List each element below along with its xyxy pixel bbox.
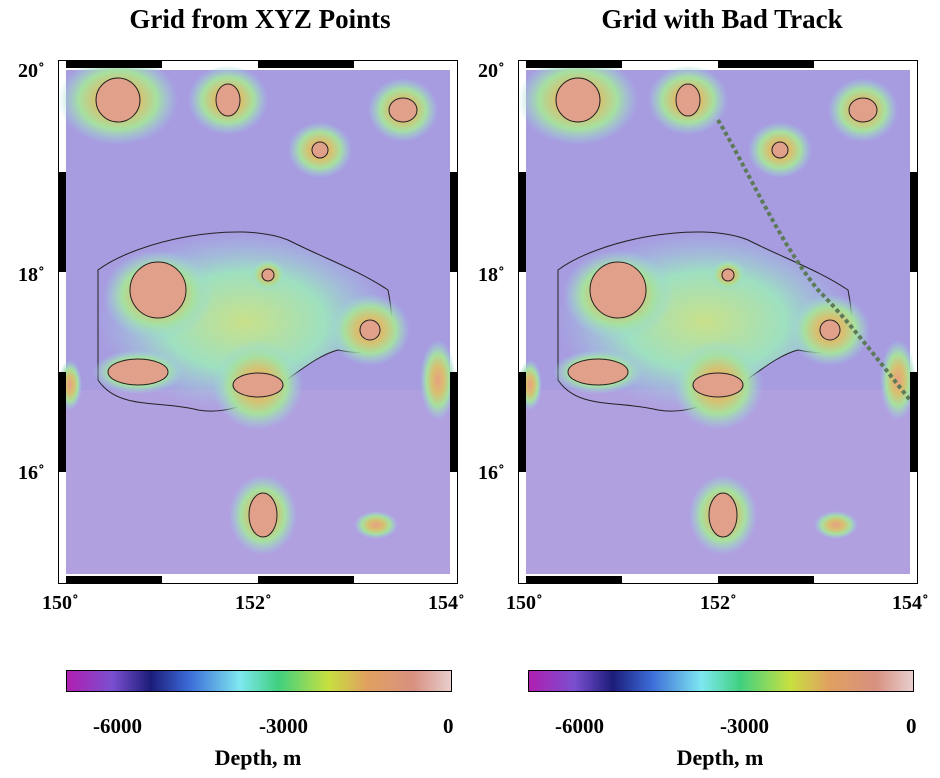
colorbar-tick-left-2: 0 xyxy=(443,714,454,738)
colorbar-right xyxy=(527,669,915,693)
lon-label-152-right: 152˚ xyxy=(700,592,737,614)
lat-label-16-left: 16˚ xyxy=(18,462,45,484)
panel-title-left: Grid from XYZ Points xyxy=(129,4,391,34)
colorbar-left xyxy=(65,669,453,693)
lon-label-152-left: 152˚ xyxy=(235,592,272,614)
colorbar-right-gradient xyxy=(527,669,915,693)
colorbar-tick-right-0: -6000 xyxy=(555,714,604,738)
lat-label-20-right: 20˚ xyxy=(478,60,505,82)
lon-label-154-right: 154˚ xyxy=(892,592,929,614)
lat-label-20-left: 20˚ xyxy=(18,60,45,82)
lat-label-18-left: 18˚ xyxy=(18,264,45,286)
colorbar-left-gradient xyxy=(65,669,453,693)
colorbar-label-right: Depth, m xyxy=(676,745,764,770)
colorbar-tick-right-2: 0 xyxy=(906,714,917,738)
lon-label-154-left: 154˚ xyxy=(428,592,465,614)
panel-title-right: Grid with Bad Track xyxy=(601,4,843,34)
bad-track-line xyxy=(716,118,912,402)
bathymetry-map-left xyxy=(58,60,458,584)
lat-label-18-right: 18˚ xyxy=(478,264,505,286)
lat-label-16-right: 16˚ xyxy=(478,462,505,484)
bathymetry-map-right xyxy=(518,60,918,584)
colorbar-tick-right-1: -3000 xyxy=(720,714,769,738)
colorbar-tick-left-1: -3000 xyxy=(259,714,308,738)
colorbar-tick-left-0: -6000 xyxy=(93,714,142,738)
colorbar-label-left: Depth, m xyxy=(214,745,302,770)
lon-label-150-right: 150˚ xyxy=(506,592,543,614)
lon-label-150-left: 150˚ xyxy=(42,592,79,614)
